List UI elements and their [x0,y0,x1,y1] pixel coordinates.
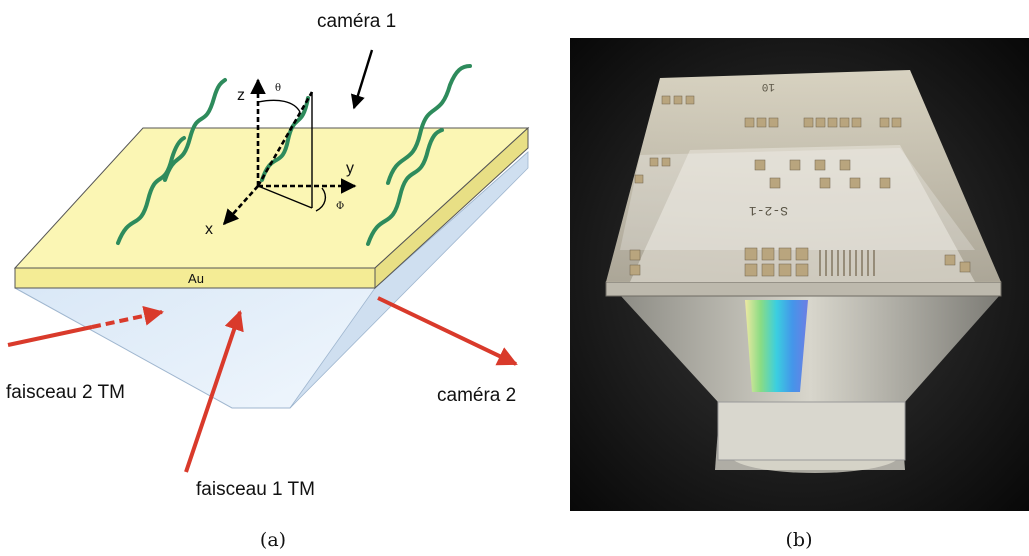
molecule-strand [386,64,472,185]
axis-z-label: z [237,87,245,104]
molecule-strand [163,78,227,182]
camera-1-label: caméra 1 [317,11,396,32]
grating-pads [819,250,875,276]
molecules-left [116,78,227,245]
beam-2-label: faisceau 2 TM [6,382,125,403]
slide-edge [605,281,1002,297]
gold-film-side [374,126,529,290]
prism-front-face [620,295,1000,402]
panel-a-diagram: Au z y x θ Φ camé [6,11,530,551]
caption-b: (b) [786,529,813,551]
coordinate-axes [222,78,357,226]
prism-side-face [289,151,529,409]
theta-arc [257,99,301,113]
gold-pads [629,95,971,277]
theta-label: θ [275,83,281,94]
beam-1-label: faisceau 1 TM [196,479,315,500]
rainbow-spot [745,300,808,392]
camera-1-arrow [350,49,374,110]
camera-2-label: caméra 2 [437,385,516,406]
angle-guides [257,92,327,212]
phi-label: Φ [336,201,344,212]
beam-2-arrow-dashed [91,305,164,329]
molecule-strand [116,136,186,245]
axis-x-label: x [205,221,213,238]
axis-x-line [222,185,259,226]
corner-label: 10 [762,80,775,92]
direction-vector [256,91,314,187]
gold-label: Au [188,271,204,286]
axis-y-label: y [346,160,354,177]
panel-b-photo: S-2-1 10 (b) [570,38,1029,551]
molecules-right [366,64,472,246]
sample-label: S-2-1 [749,203,788,218]
glass-reflection-band [620,148,975,250]
phi-arc [315,187,327,212]
beam-2-arrow-solid [7,325,93,347]
caption-a: (a) [260,529,286,551]
beam-1-arrow [184,310,244,473]
camera-2-arrow [377,296,518,366]
molecule-strand [366,128,444,246]
prism-lower-block [717,401,906,461]
